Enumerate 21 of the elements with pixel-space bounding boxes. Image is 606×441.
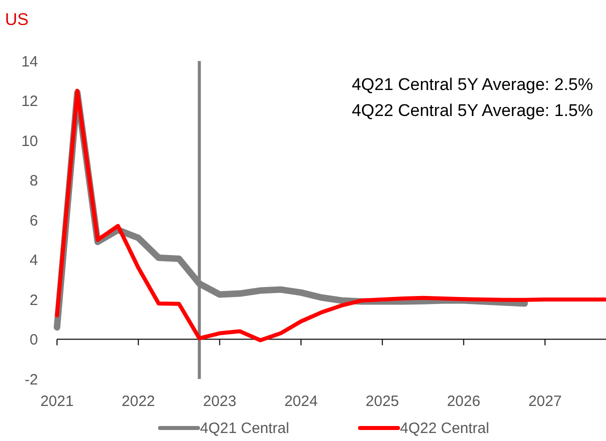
x-tick-label: 2026 <box>446 393 480 410</box>
y-tick-label: 10 <box>21 132 38 150</box>
legend-label: 4Q21 Central <box>200 420 290 437</box>
y-tick-label: 4 <box>30 252 38 269</box>
x-tick-label: 2023 <box>202 393 236 410</box>
y-tick-label: 2 <box>30 292 38 309</box>
x-tick-label: 2027 <box>528 393 562 410</box>
x-tick-label: 2024 <box>284 393 318 410</box>
y-tick-label: -2 <box>24 371 38 388</box>
legend-label: 4Q22 Central <box>400 420 490 437</box>
y-tick-label: 14 <box>21 53 38 70</box>
chart-title: US <box>5 10 29 29</box>
y-tick-label: 6 <box>30 212 38 230</box>
x-tick-label: 2022 <box>122 393 156 410</box>
x-tick-label: 2021 <box>40 393 74 410</box>
y-tick-label: 12 <box>21 93 38 110</box>
annotation: 4Q22 Central 5Y Average: 1.5% <box>352 101 593 120</box>
y-tick-label: 0 <box>30 332 38 348</box>
annotation: 4Q21 Central 5Y Average: 2.5% <box>352 75 593 94</box>
x-tick-label: 2025 <box>366 393 400 410</box>
y-tick-label: 8 <box>30 172 38 190</box>
